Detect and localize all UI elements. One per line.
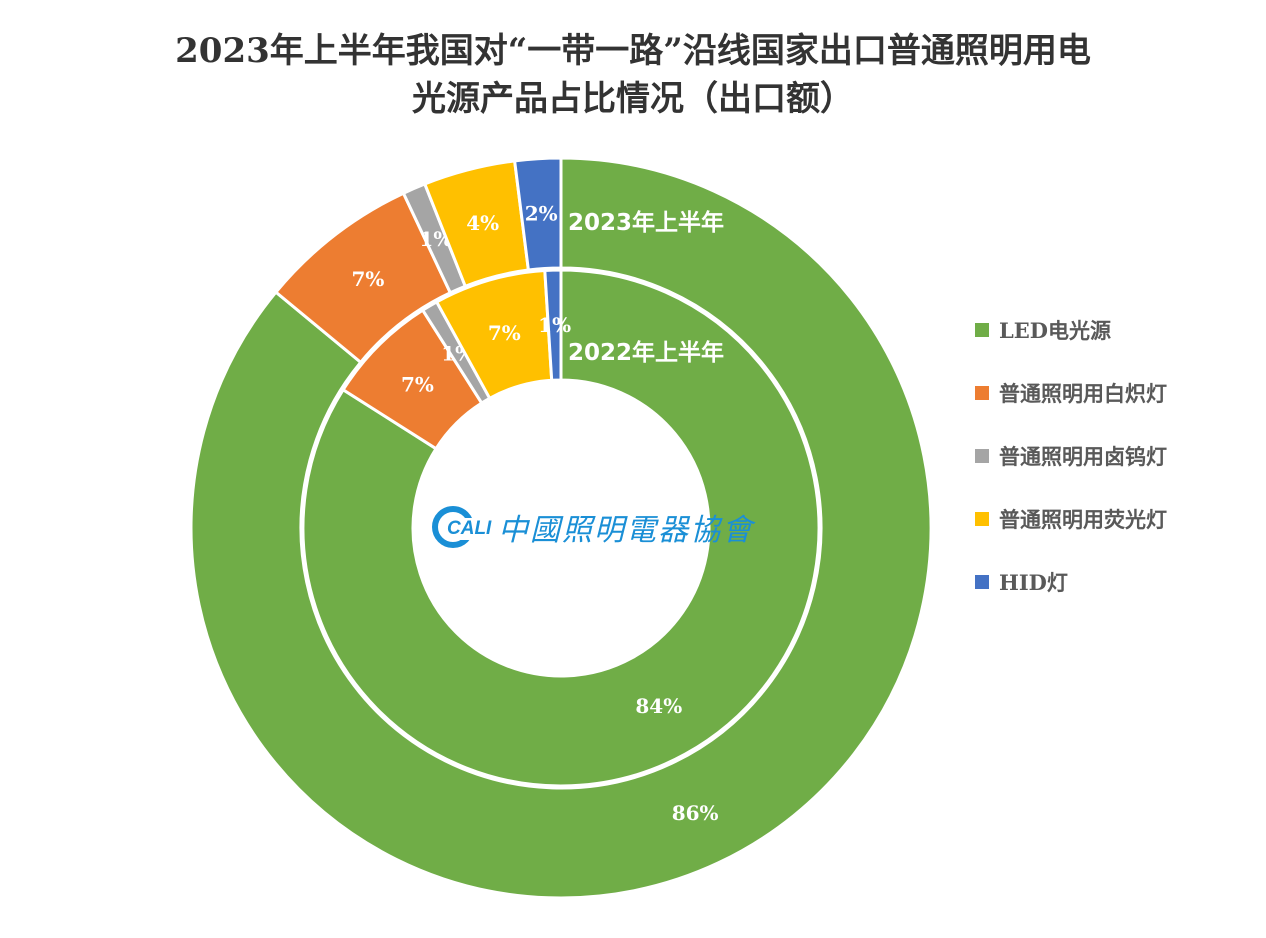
legend-item: 普通照明用白炽灯 bbox=[975, 380, 1167, 406]
series-label-inner: 2022年上半年 bbox=[568, 339, 724, 366]
slice-outer-0 bbox=[189, 156, 933, 900]
logo-mark: CALI bbox=[446, 518, 493, 540]
legend-item: LED电光源 bbox=[975, 317, 1111, 343]
series-label-outer: 2023年上半年 bbox=[568, 209, 724, 236]
legend-item: HID灯 bbox=[975, 569, 1068, 595]
data-label-outer-1: 7% bbox=[351, 267, 384, 291]
legend-swatch bbox=[975, 386, 989, 400]
legend-label: 普通照明用荧光灯 bbox=[999, 507, 1167, 532]
logo-text: 中國照明電器協會 bbox=[498, 513, 754, 548]
chart-title-line-2: 光源产品占比情况（出口额） bbox=[412, 79, 854, 119]
logo-ring-icon: CALI bbox=[432, 506, 493, 548]
legend-swatch bbox=[975, 575, 989, 589]
data-label-inner-0: 84% bbox=[635, 694, 682, 718]
data-label-inner-1: 7% bbox=[401, 372, 434, 396]
data-label-outer-0: 86% bbox=[672, 801, 719, 825]
data-label-outer-4: 2% bbox=[525, 202, 558, 226]
legend-label: 普通照明用卤钨灯 bbox=[999, 444, 1167, 469]
data-label-inner-3: 7% bbox=[488, 321, 521, 345]
legend-swatch bbox=[975, 449, 989, 463]
legend-item: 普通照明用卤钨灯 bbox=[975, 443, 1167, 469]
cali-logo: CALI 中國照明電器協會 bbox=[432, 505, 754, 549]
data-label-inner-4: 1% bbox=[538, 313, 571, 337]
legend-label: HID灯 bbox=[999, 570, 1068, 595]
legend-label: 普通照明用白炽灯 bbox=[999, 381, 1167, 406]
data-label-outer-3: 4% bbox=[466, 211, 499, 235]
legend-swatch bbox=[975, 512, 989, 526]
slice-inner-4 bbox=[543, 268, 563, 382]
legend-swatch bbox=[975, 323, 989, 337]
slice-outer-4 bbox=[512, 156, 563, 272]
legend-label: LED电光源 bbox=[999, 318, 1111, 343]
legend-item: 普通照明用荧光灯 bbox=[975, 506, 1167, 532]
slice-inner-0 bbox=[301, 268, 821, 788]
chart-title-line-1: 2023年上半年我国对“一带一路”沿线国家出口普通照明用电 bbox=[175, 31, 1091, 71]
